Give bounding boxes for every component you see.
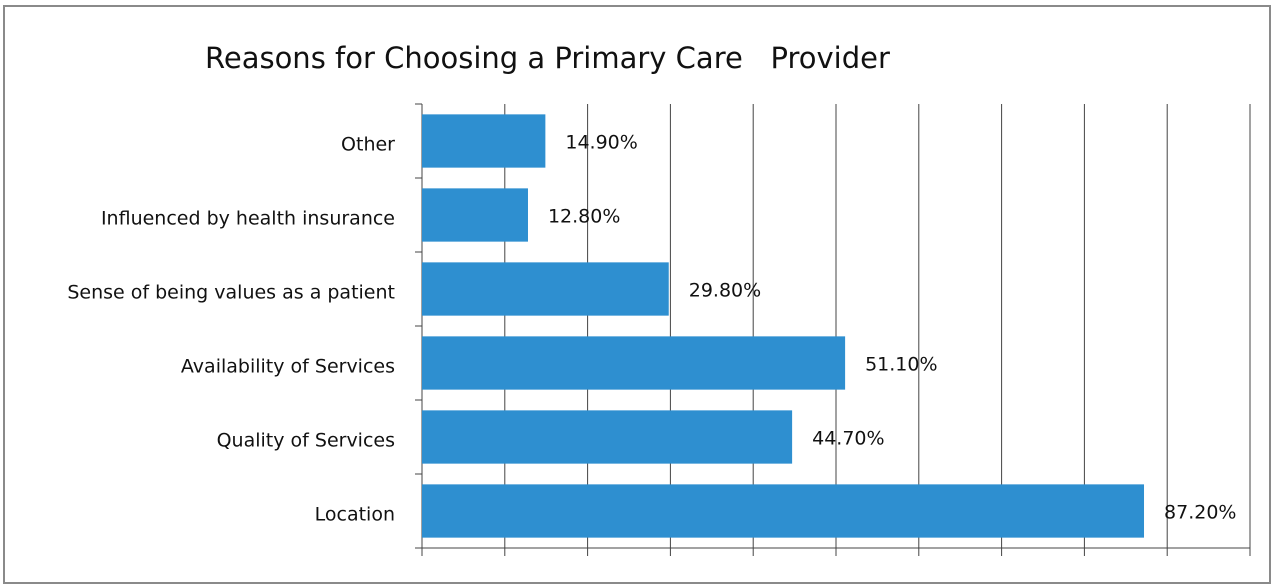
y-tick-label: Other (341, 134, 395, 156)
value-label: 87.20% (1164, 502, 1236, 524)
y-tick-label: Availability of Services (181, 356, 395, 378)
y-tick-label: Sense of being values as a patient (67, 282, 395, 304)
value-label: 29.80% (689, 280, 761, 302)
value-label: 12.80% (548, 206, 620, 228)
value-label: 44.70% (812, 428, 884, 450)
chart-title: Reasons for Choosing a Primary Care Prov… (205, 41, 890, 75)
y-tick-label: Influenced by health insurance (101, 208, 395, 230)
bar (422, 262, 669, 316)
value-label: 14.90% (565, 132, 637, 154)
bar (422, 114, 546, 168)
y-tick-label: Quality of Services (217, 430, 395, 452)
bar (422, 188, 528, 242)
bar (422, 336, 846, 390)
bar (422, 484, 1145, 538)
y-tick-label: Location (315, 504, 395, 526)
value-label: 51.10% (865, 354, 937, 376)
bar (422, 410, 793, 464)
